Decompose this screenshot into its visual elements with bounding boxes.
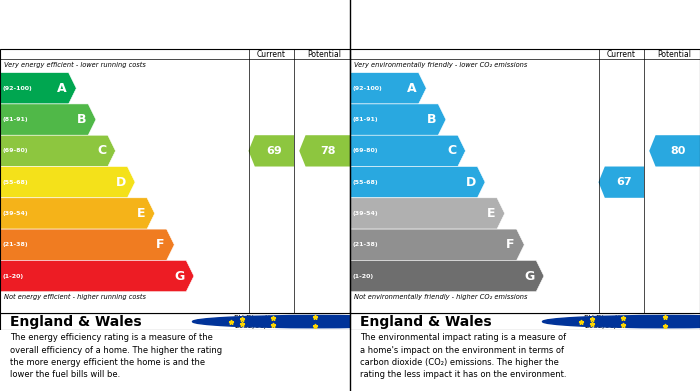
Polygon shape <box>0 260 194 292</box>
Text: Potential: Potential <box>657 50 692 59</box>
Text: Energy Efficiency Rating: Energy Efficiency Rating <box>10 18 182 31</box>
Text: Very environmentally friendly - lower CO₂ emissions: Very environmentally friendly - lower CO… <box>354 62 527 68</box>
Text: 80: 80 <box>670 146 685 156</box>
Text: Very energy efficient - lower running costs: Very energy efficient - lower running co… <box>4 62 146 68</box>
Text: C: C <box>447 144 456 157</box>
Text: Environmental Impact (CO: Environmental Impact (CO <box>360 18 545 31</box>
Text: (69-80): (69-80) <box>353 148 378 153</box>
Text: D: D <box>466 176 476 188</box>
Text: Current: Current <box>607 50 636 59</box>
Text: G: G <box>174 269 184 283</box>
Text: (1-20): (1-20) <box>3 274 24 278</box>
Text: (1-20): (1-20) <box>353 274 374 278</box>
Polygon shape <box>350 73 426 104</box>
Text: The environmental impact rating is a measure of
a home's impact on the environme: The environmental impact rating is a mea… <box>360 334 567 379</box>
Text: F: F <box>506 238 515 251</box>
Text: (55-68): (55-68) <box>3 179 29 185</box>
Text: A: A <box>407 82 417 95</box>
Text: (39-54): (39-54) <box>3 211 29 216</box>
Text: B: B <box>427 113 437 126</box>
Polygon shape <box>350 260 544 292</box>
Polygon shape <box>0 135 116 167</box>
Text: (21-38): (21-38) <box>353 242 379 247</box>
Text: (92-100): (92-100) <box>3 86 32 91</box>
Polygon shape <box>598 167 644 198</box>
Text: (69-80): (69-80) <box>3 148 28 153</box>
Text: (81-91): (81-91) <box>3 117 29 122</box>
Text: F: F <box>156 238 165 251</box>
Polygon shape <box>350 104 446 135</box>
Text: (21-38): (21-38) <box>3 242 29 247</box>
Text: ) Rating: ) Rating <box>624 18 681 31</box>
Polygon shape <box>0 198 155 229</box>
Polygon shape <box>350 167 485 198</box>
Text: (81-91): (81-91) <box>353 117 379 122</box>
Text: EU Directive
2002/91/EC: EU Directive 2002/91/EC <box>234 315 279 328</box>
Text: EU Directive
2002/91/EC: EU Directive 2002/91/EC <box>584 315 629 328</box>
Text: Not energy efficient - higher running costs: Not energy efficient - higher running co… <box>4 294 146 300</box>
Text: E: E <box>486 207 496 220</box>
Polygon shape <box>300 135 350 167</box>
Polygon shape <box>650 135 700 167</box>
Polygon shape <box>350 198 505 229</box>
Circle shape <box>542 316 700 328</box>
Text: (39-54): (39-54) <box>353 211 379 216</box>
Text: 78: 78 <box>320 146 335 156</box>
Text: D: D <box>116 176 126 188</box>
Polygon shape <box>0 73 76 104</box>
Text: The energy efficiency rating is a measure of the
overall efficiency of a home. T: The energy efficiency rating is a measur… <box>10 334 223 379</box>
Polygon shape <box>0 167 135 198</box>
Text: Potential: Potential <box>307 50 342 59</box>
Text: Current: Current <box>257 50 286 59</box>
Text: 69: 69 <box>267 146 282 156</box>
Text: B: B <box>77 113 87 126</box>
Text: (92-100): (92-100) <box>353 86 382 91</box>
Text: E: E <box>136 207 146 220</box>
Polygon shape <box>248 135 294 167</box>
Polygon shape <box>0 104 96 135</box>
Polygon shape <box>350 135 466 167</box>
Text: England & Wales: England & Wales <box>360 315 492 328</box>
Text: C: C <box>97 144 106 157</box>
Polygon shape <box>0 229 174 260</box>
Text: 67: 67 <box>617 177 632 187</box>
Text: 2: 2 <box>617 32 624 41</box>
Text: England & Wales: England & Wales <box>10 315 142 328</box>
Text: A: A <box>57 82 66 95</box>
Text: Not environmentally friendly - higher CO₂ emissions: Not environmentally friendly - higher CO… <box>354 294 527 300</box>
Text: (55-68): (55-68) <box>353 179 379 185</box>
Text: G: G <box>524 269 535 283</box>
Circle shape <box>193 316 438 328</box>
Polygon shape <box>350 229 524 260</box>
